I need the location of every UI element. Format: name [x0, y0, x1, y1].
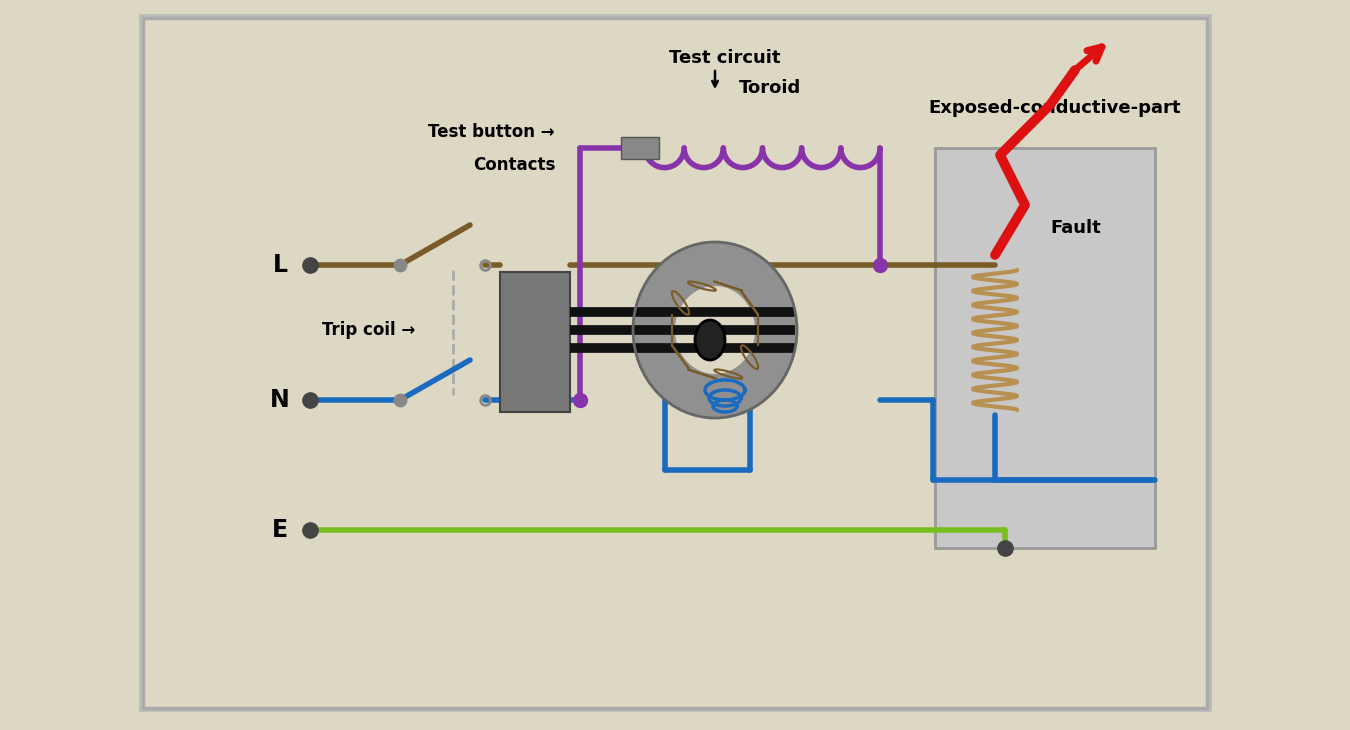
Text: E: E: [271, 518, 288, 542]
Text: Test button →: Test button →: [428, 123, 555, 141]
Ellipse shape: [695, 320, 725, 360]
Ellipse shape: [675, 286, 755, 374]
Text: Trip coil →: Trip coil →: [321, 321, 414, 339]
Text: Exposed-conductive-part: Exposed-conductive-part: [929, 99, 1181, 117]
Text: Fault: Fault: [1050, 219, 1100, 237]
Ellipse shape: [633, 242, 796, 418]
Bar: [936, 148, 1156, 548]
Bar: [500, 272, 570, 412]
Text: L: L: [273, 253, 288, 277]
Text: Test circuit: Test circuit: [670, 49, 780, 67]
Bar: [621, 137, 659, 159]
Text: Toroid: Toroid: [738, 79, 801, 97]
Text: N: N: [270, 388, 290, 412]
Text: Contacts: Contacts: [472, 156, 555, 174]
